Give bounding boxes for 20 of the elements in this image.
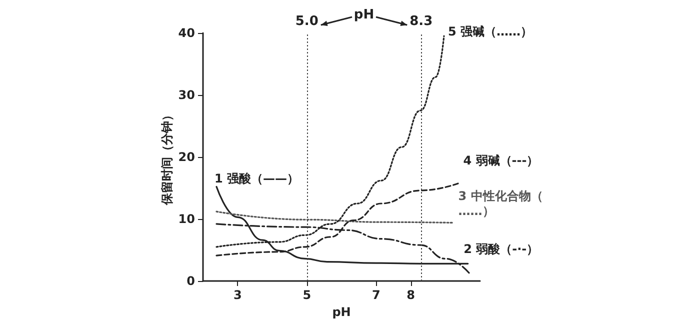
series-label: 1 强酸（——）	[214, 171, 300, 186]
y-axis-title: 保留时间（分钟）	[160, 109, 174, 206]
y-tick-label: 40	[178, 26, 195, 40]
x-axis-title: pH	[332, 304, 351, 319]
series-label: 4 弱碱（---）	[463, 154, 539, 168]
series-label: 2 弱酸（-·-）	[464, 242, 539, 256]
x-tick-label: 3	[233, 288, 242, 302]
series-label: 5 强碱（……）	[448, 24, 533, 39]
y-tick-label: 30	[178, 88, 195, 102]
x-tick-label: 8	[406, 288, 415, 302]
y-tick-label: 10	[178, 212, 195, 226]
x-tick-label: 5	[302, 288, 312, 302]
series-label: 3 中性化合物（……）	[458, 189, 543, 218]
y-tick-label: 0	[186, 274, 195, 288]
ref-line-label: 5.0	[295, 14, 318, 29]
text: pH	[354, 8, 374, 22]
ref-line-label: 8.3	[410, 14, 433, 29]
line-series	[216, 210, 454, 224]
y-tick-label: 20	[178, 150, 195, 164]
x-tick-label: 7	[372, 288, 380, 302]
